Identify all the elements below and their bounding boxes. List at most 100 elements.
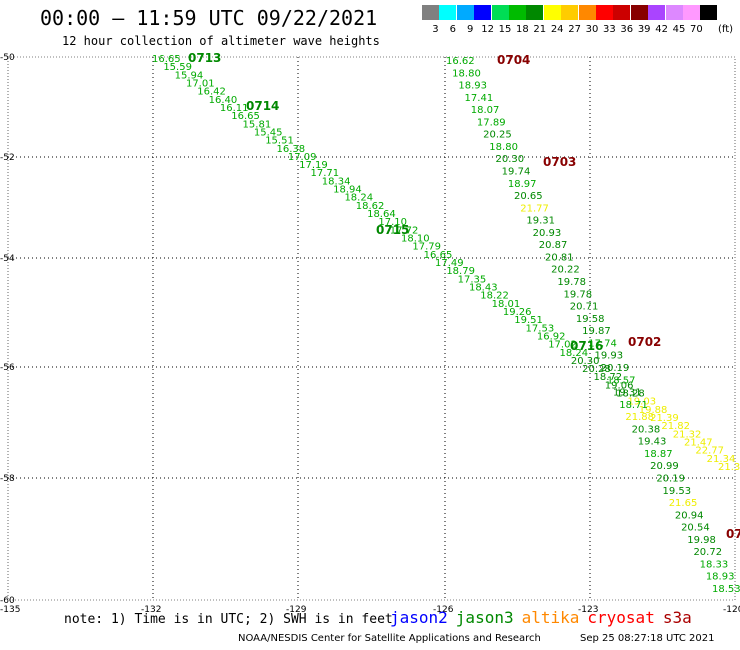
wave-height-label: 18.10 xyxy=(401,234,430,245)
pass-time-label: 0702 xyxy=(628,335,661,349)
pass-time-label: 0714 xyxy=(246,99,279,113)
wave-height-label: 21.77 xyxy=(520,203,549,214)
credit-line: NOAA/NESDIS Center for Satellite Applica… xyxy=(238,633,541,644)
color-swatch xyxy=(491,5,509,20)
color-swatch xyxy=(439,5,457,20)
altimeter-tracks: 16.6515.5915.9417.0116.4216.4016.1116.65… xyxy=(152,51,740,595)
wave-height-label: 19.53 xyxy=(663,486,692,497)
lon-tick-label: -126 xyxy=(433,605,454,615)
wave-height-label: 20.54 xyxy=(681,523,710,534)
color-swatch xyxy=(648,5,666,20)
grid-lines xyxy=(7,56,736,601)
pass-time-label: 0713 xyxy=(188,51,221,65)
wave-height-label: 19.98 xyxy=(687,535,716,546)
wave-height-label: 20.22 xyxy=(551,265,580,276)
color-scale-unit: (ft) xyxy=(718,24,734,35)
wave-height-label: 18.28 xyxy=(616,389,645,400)
wave-height-label: 17.79 xyxy=(412,242,441,253)
wave-height-label: 20.72 xyxy=(693,547,722,558)
wave-height-label: 18.71 xyxy=(619,400,648,411)
wave-height-label: 18.24 xyxy=(344,193,373,204)
color-swatch xyxy=(596,5,613,20)
wave-height-label: 20.81 xyxy=(545,252,574,263)
wave-height-label: 17.41 xyxy=(465,93,494,104)
lat-tick-label: -60 xyxy=(0,596,15,606)
wave-height-label: 19.03 xyxy=(627,397,656,408)
wave-height-label: 16.65 xyxy=(424,250,453,261)
wave-height-label: 18.80 xyxy=(489,142,518,153)
wave-height-label: 18.93 xyxy=(706,572,735,583)
color-swatch xyxy=(561,5,579,20)
wave-height-label: 17.53 xyxy=(526,323,555,334)
wave-height-label: 21.88 xyxy=(625,412,654,423)
generation-timestamp: Sep 25 08:27:18 UTC 2021 xyxy=(580,633,715,644)
color-scale-label: 70 xyxy=(690,24,703,35)
wave-height-label: 20.65 xyxy=(514,191,543,202)
wave-height-label: 17.89 xyxy=(477,117,506,128)
wave-height-label: 18.01 xyxy=(492,299,521,310)
wave-height-label: 18.97 xyxy=(508,179,537,190)
wave-height-label: 18.79 xyxy=(446,266,475,277)
wave-height-label: 17.01 xyxy=(186,78,215,89)
wave-height-label: 16.65 xyxy=(152,54,181,65)
color-scale-label: 39 xyxy=(637,24,651,35)
wave-height-label: 17.49 xyxy=(435,258,464,269)
lon-tick-label: -123 xyxy=(578,605,598,615)
wave-height-label: 20.38 xyxy=(632,424,661,435)
color-swatch xyxy=(543,5,561,20)
wave-height-label: 18.72 xyxy=(593,372,622,383)
track-west: 16.6515.5915.9417.0116.4216.4016.1116.65… xyxy=(152,51,740,473)
wave-height-label: 18.57 xyxy=(607,375,636,386)
color-scale-label: 3 xyxy=(432,24,439,35)
lat-tick-label: -50 xyxy=(0,53,15,63)
wave-height-label: 16.42 xyxy=(197,87,226,98)
wave-height-label: 18.94 xyxy=(333,185,362,196)
color-scale-label: 27 xyxy=(568,24,581,35)
satellite-jason3: jason3 xyxy=(455,608,514,627)
wave-height-label: 19.78 xyxy=(557,277,586,288)
lon-tick-label: -120 xyxy=(723,605,740,615)
pass-time-label: 0716 xyxy=(570,339,603,353)
wave-height-label: 22.77 xyxy=(695,446,724,457)
color-scale-label: 36 xyxy=(620,24,634,35)
lon-tick-label: -129 xyxy=(286,605,307,615)
wave-height-label: 20.28 xyxy=(582,364,611,375)
color-swatch xyxy=(509,5,526,20)
wave-height-label: 18.34 xyxy=(322,176,351,187)
pass-time-label: 0703 xyxy=(543,155,576,169)
wave-height-label: 21.32 xyxy=(673,429,702,440)
wave-height-label: 17.71 xyxy=(310,168,339,179)
satellite-jason2: jason2 xyxy=(390,608,448,627)
wave-height-label: 20.93 xyxy=(533,228,562,239)
color-swatch xyxy=(474,5,492,20)
wave-height-label: 17.72 xyxy=(390,225,419,236)
satellite-cryosat: cryosat xyxy=(587,608,655,627)
wave-height-label: 17.35 xyxy=(458,274,487,285)
wave-height-label: 18.33 xyxy=(700,559,729,570)
color-scale-label: 42 xyxy=(655,24,668,35)
color-scale-label: 21 xyxy=(533,24,547,35)
wave-height-label: 17.74 xyxy=(588,338,617,349)
color-scale-label: 15 xyxy=(498,24,512,35)
wave-height-label: 18.62 xyxy=(356,201,385,212)
color-swatch xyxy=(630,5,648,20)
wave-height-label: 19.31 xyxy=(526,216,555,227)
wave-height-label: 20.19 xyxy=(656,473,685,484)
wave-height-label: 16.65 xyxy=(231,111,260,122)
wave-height-label: 20.19 xyxy=(601,363,630,374)
color-scale-label: 24 xyxy=(550,24,564,35)
wave-height-label: 20.25 xyxy=(483,130,512,141)
wave-height-label: 21.65 xyxy=(669,498,698,509)
wave-height-label: 20.94 xyxy=(675,510,704,521)
color-scale-label: 30 xyxy=(585,24,599,35)
lon-tick-label: -135 xyxy=(0,605,20,615)
wave-height-label: 18.24 xyxy=(560,348,589,359)
color-scale-label: 9 xyxy=(467,24,474,35)
wave-height-label: 16.40 xyxy=(209,95,238,106)
wave-height-label: 19.78 xyxy=(564,289,593,300)
satellite-legend: jason2 jason3 altika cryosat s3a xyxy=(390,608,700,627)
wave-height-label: 17.09 xyxy=(288,152,317,163)
lon-tick-label: -132 xyxy=(141,605,161,615)
track-east: 16.6218.8018.9317.4118.0717.8920.2518.80… xyxy=(446,53,740,595)
